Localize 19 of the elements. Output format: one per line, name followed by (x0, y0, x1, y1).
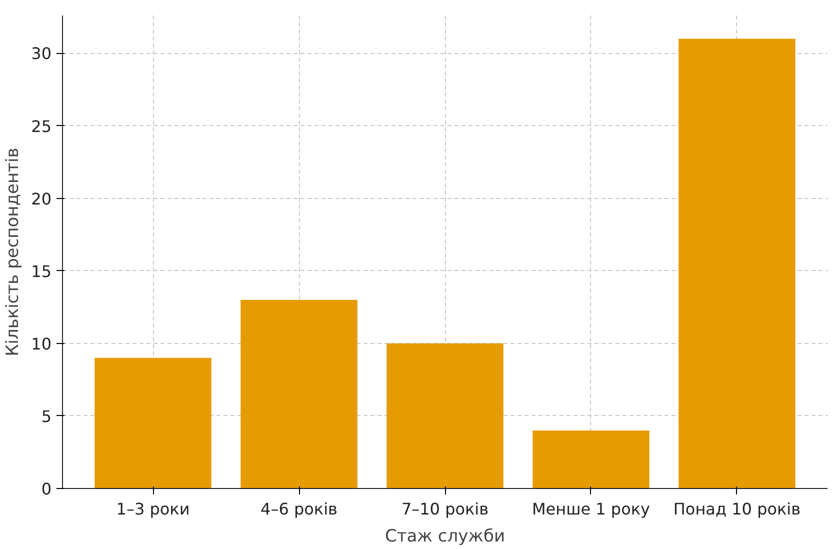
bar (94, 358, 212, 488)
x-axis-title: Стаж служби (384, 526, 506, 546)
x-tick-label: 4–6 років (260, 500, 338, 518)
x-tick-label: Понад 10 років (673, 500, 801, 518)
y-tick-label: 25 (31, 116, 52, 136)
bar (386, 343, 504, 488)
x-tick-label: 7–10 років (401, 500, 489, 518)
bar (678, 38, 796, 488)
y-tick-label: 15 (31, 262, 52, 281)
y-tick-label: 10 (31, 334, 52, 354)
y-tick-label: 30 (31, 44, 52, 64)
y-tick-label: 20 (31, 189, 52, 208)
bar (532, 430, 650, 488)
y-axis-title: Кількість респондентів (3, 148, 24, 356)
y-tick-label: 5 (41, 406, 52, 426)
bar (240, 300, 358, 488)
x-tick-label: 1–3 роки (116, 500, 190, 518)
x-tick-label: Менше 1 року (532, 500, 650, 518)
y-tick-label: 0 (41, 480, 52, 498)
